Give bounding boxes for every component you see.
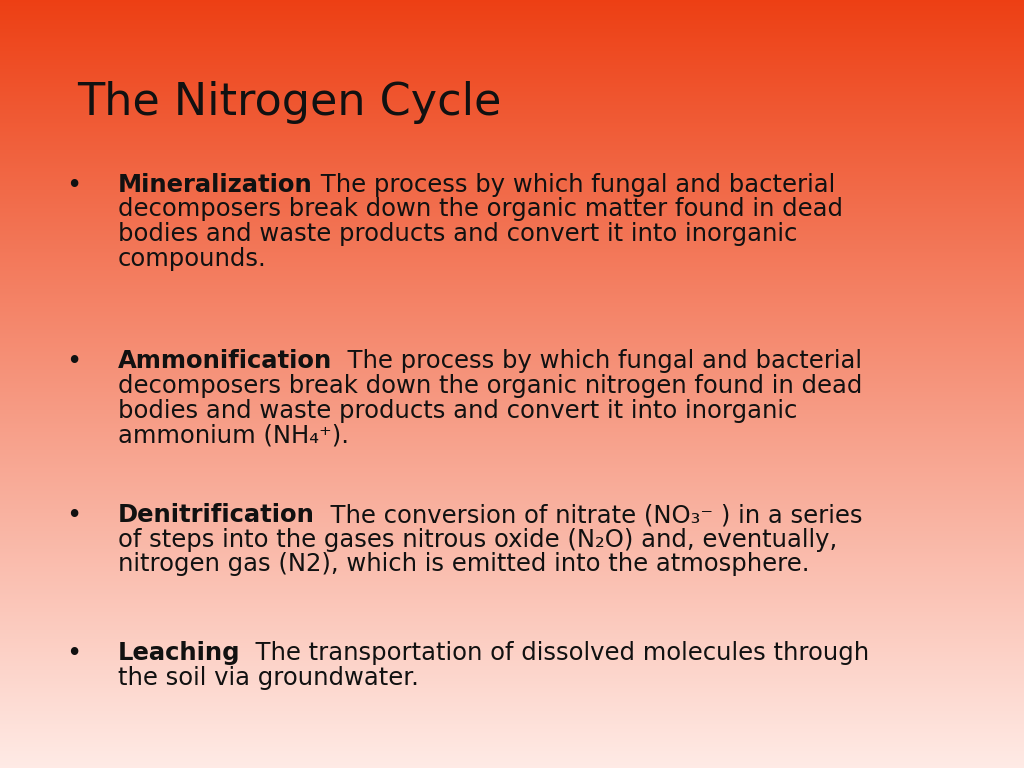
Text: compounds.: compounds. xyxy=(118,247,266,270)
Text: decomposers break down the organic matter found in dead: decomposers break down the organic matte… xyxy=(118,197,843,221)
Text: the soil via groundwater.: the soil via groundwater. xyxy=(118,666,419,690)
Text: The transportation of dissolved molecules through: The transportation of dissolved molecule… xyxy=(241,641,869,665)
Text: Denitrification: Denitrification xyxy=(118,503,314,527)
Text: The process by which fungal and bacterial: The process by which fungal and bacteria… xyxy=(332,349,862,373)
Text: Mineralization: Mineralization xyxy=(118,173,312,197)
Text: bodies and waste products and convert it into inorganic: bodies and waste products and convert it… xyxy=(118,222,797,246)
Text: The process by which fungal and bacterial: The process by which fungal and bacteria… xyxy=(312,173,835,197)
Text: •: • xyxy=(67,503,82,529)
Text: bodies and waste products and convert it into inorganic: bodies and waste products and convert it… xyxy=(118,399,797,422)
Text: Ammonification: Ammonification xyxy=(118,349,332,373)
Text: The Nitrogen Cycle: The Nitrogen Cycle xyxy=(77,81,501,124)
Text: •: • xyxy=(67,173,82,199)
Text: Leaching: Leaching xyxy=(118,641,241,665)
Text: ammonium (NH₄⁺).: ammonium (NH₄⁺). xyxy=(118,423,349,447)
Text: •: • xyxy=(67,641,82,667)
Text: The conversion of nitrate (NO₃⁻ ) in a series: The conversion of nitrate (NO₃⁻ ) in a s… xyxy=(314,503,862,527)
Text: of steps into the gases nitrous oxide (N₂O) and, eventually,: of steps into the gases nitrous oxide (N… xyxy=(118,528,837,551)
Text: decomposers break down the organic nitrogen found in dead: decomposers break down the organic nitro… xyxy=(118,374,862,398)
Text: nitrogen gas (N2), which is emitted into the atmosphere.: nitrogen gas (N2), which is emitted into… xyxy=(118,552,809,576)
Text: •: • xyxy=(67,349,82,376)
